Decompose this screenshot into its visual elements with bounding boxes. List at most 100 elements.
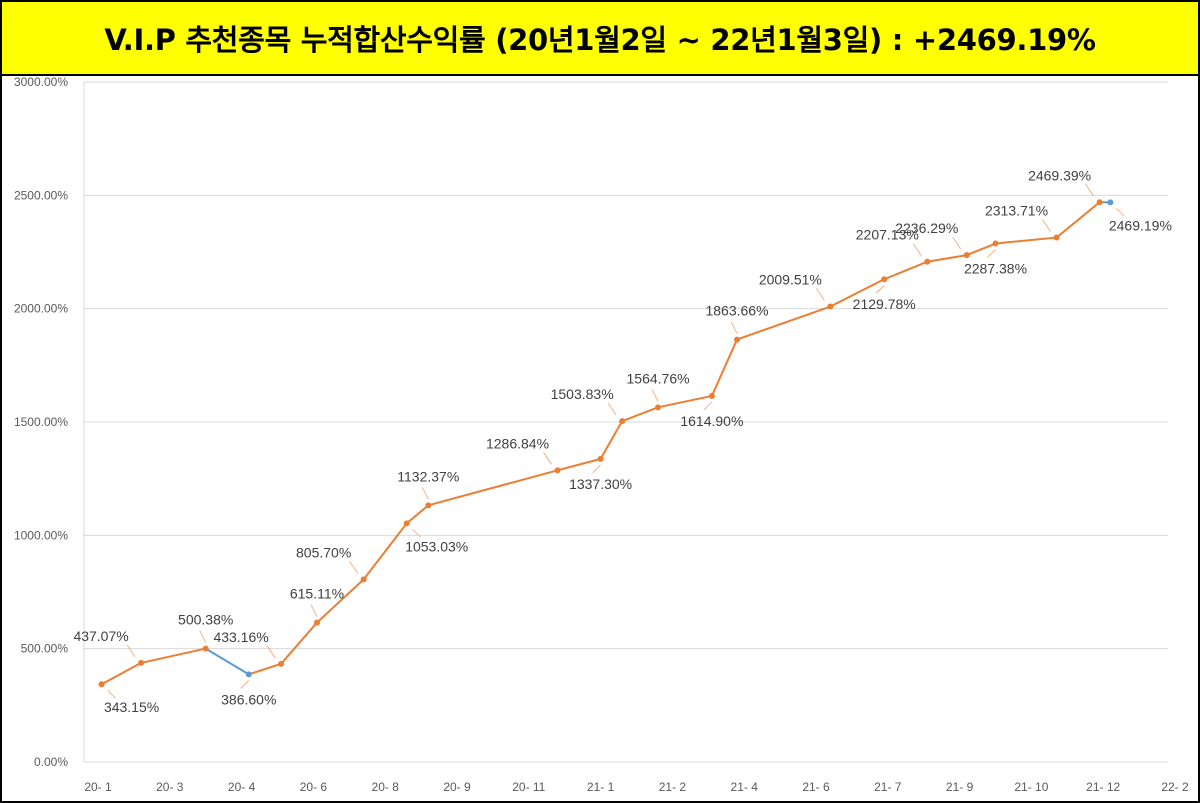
series-line-segment xyxy=(1055,201,1101,239)
series-line-segment xyxy=(994,236,1058,245)
x-tick-label: 20- 6 xyxy=(300,780,328,794)
label-leader-line xyxy=(1085,183,1095,197)
y-tick-label: 1500.00% xyxy=(14,415,68,429)
data-point xyxy=(403,520,410,527)
series-line-segment xyxy=(556,457,602,472)
x-axis-ticks: 20- 1 20- 3 20- 4 20- 6 20- 8 20- 9 20- 11 21- … xyxy=(84,780,1189,794)
label-leader-line xyxy=(1116,207,1125,217)
series-line-segment xyxy=(736,305,832,341)
label-leader-line xyxy=(730,321,738,334)
data-point xyxy=(619,418,626,425)
x-tick-label: 21- 10 xyxy=(1014,780,1048,794)
label-leader-line xyxy=(651,389,659,402)
data-label: 1564.76% xyxy=(627,370,690,386)
label-leader-line xyxy=(875,284,885,294)
x-tick-label: 20- 4 xyxy=(228,780,256,794)
x-tick-label: 20- 9 xyxy=(443,780,471,794)
series-line-segment xyxy=(247,662,283,676)
label-leader-line xyxy=(703,401,713,411)
data-label: 2236.29% xyxy=(895,220,958,236)
data-label: 1053.03% xyxy=(405,538,468,554)
data-label: 437.07% xyxy=(73,628,128,644)
series-line-segment xyxy=(965,242,997,257)
data-point xyxy=(98,681,105,688)
data-label: 2287.38% xyxy=(964,261,1027,277)
data-point xyxy=(554,467,561,474)
data-label: 2009.51% xyxy=(759,272,822,288)
x-tick-label: 20- 11 xyxy=(512,780,545,794)
label-leader-lines xyxy=(107,183,1125,699)
data-point xyxy=(1107,199,1114,206)
grid-lines xyxy=(83,81,1168,763)
series-points xyxy=(98,199,1114,688)
x-tick-label: 20- 1 xyxy=(84,780,112,794)
x-tick-label: 21- 4 xyxy=(731,780,759,794)
y-tick-label: 500.00% xyxy=(21,642,69,656)
data-point xyxy=(138,659,145,666)
data-label: 805.70% xyxy=(296,544,351,560)
label-leader-line xyxy=(543,452,552,465)
data-point xyxy=(992,240,999,247)
x-tick-label: 21- 9 xyxy=(946,780,974,794)
data-point xyxy=(313,619,320,626)
data-labels: 343.15% 437.07% 500.38% 386.60% 433.16% 615.1… xyxy=(73,167,1171,715)
data-point xyxy=(924,258,931,265)
series-line-segment xyxy=(204,647,250,676)
data-label: 343.15% xyxy=(104,699,159,715)
x-tick-label: 20- 8 xyxy=(372,780,400,794)
series-line-segment xyxy=(621,406,660,423)
y-axis-ticks: 0.00% 500.00% 1000.00% 1500.00% 2000.00% 2500… xyxy=(14,75,68,769)
data-label: 1614.90% xyxy=(680,413,743,429)
label-leader-line xyxy=(987,249,996,258)
series-line-segment xyxy=(926,254,968,263)
data-label: 1863.66% xyxy=(705,303,768,319)
series-line-segment xyxy=(657,394,713,409)
data-point xyxy=(708,392,715,399)
series-line-segment xyxy=(883,260,929,281)
data-label: 2207.13% xyxy=(856,227,919,243)
series-line-segment xyxy=(710,338,739,397)
data-label: 2313.71% xyxy=(985,203,1048,219)
label-leader-line xyxy=(240,680,250,689)
series-line-segment xyxy=(315,578,365,624)
label-leader-line xyxy=(952,236,962,250)
label-leader-line xyxy=(310,604,318,617)
data-label: 500.38% xyxy=(178,612,233,628)
label-leader-line xyxy=(592,464,601,474)
label-leader-line xyxy=(266,645,276,659)
data-point xyxy=(881,276,888,283)
data-label: 2469.19% xyxy=(1109,217,1172,233)
y-tick-label: 0.00% xyxy=(34,755,68,769)
series-line-segment xyxy=(405,504,430,525)
data-point xyxy=(245,671,252,678)
data-point xyxy=(827,303,834,310)
data-label: 2129.78% xyxy=(853,296,916,312)
data-label: 433.16% xyxy=(213,629,268,645)
x-tick-label: 20- 3 xyxy=(156,780,184,794)
x-tick-label: 22- 2 xyxy=(1161,780,1189,794)
data-point xyxy=(425,502,432,509)
data-label: 1337.30% xyxy=(569,476,632,492)
series-line-segment xyxy=(280,621,318,665)
y-tick-label: 3000.00% xyxy=(14,75,68,89)
page-title: V.I.P 추천종목 누적합산수익률 (20년1월2일 ~ 22년1월3일) :… xyxy=(104,23,1096,57)
data-label: 615.11% xyxy=(290,586,344,602)
label-leader-line xyxy=(126,644,136,658)
series-line-segment xyxy=(362,522,408,581)
data-point xyxy=(734,336,741,343)
label-leader-line xyxy=(412,528,422,538)
data-label: 1286.84% xyxy=(486,435,549,451)
series-line-segment xyxy=(599,420,624,460)
data-point xyxy=(1053,234,1060,241)
series-line-segment xyxy=(829,278,886,308)
label-leader-line xyxy=(199,630,207,643)
data-label: 1132.37% xyxy=(397,468,459,484)
x-tick-label: 21- 2 xyxy=(659,780,687,794)
label-leader-line xyxy=(815,288,825,301)
data-point xyxy=(278,660,285,667)
data-label: 2469.39% xyxy=(1028,167,1091,183)
y-tick-label: 2000.00% xyxy=(14,302,68,316)
data-point xyxy=(202,645,209,652)
